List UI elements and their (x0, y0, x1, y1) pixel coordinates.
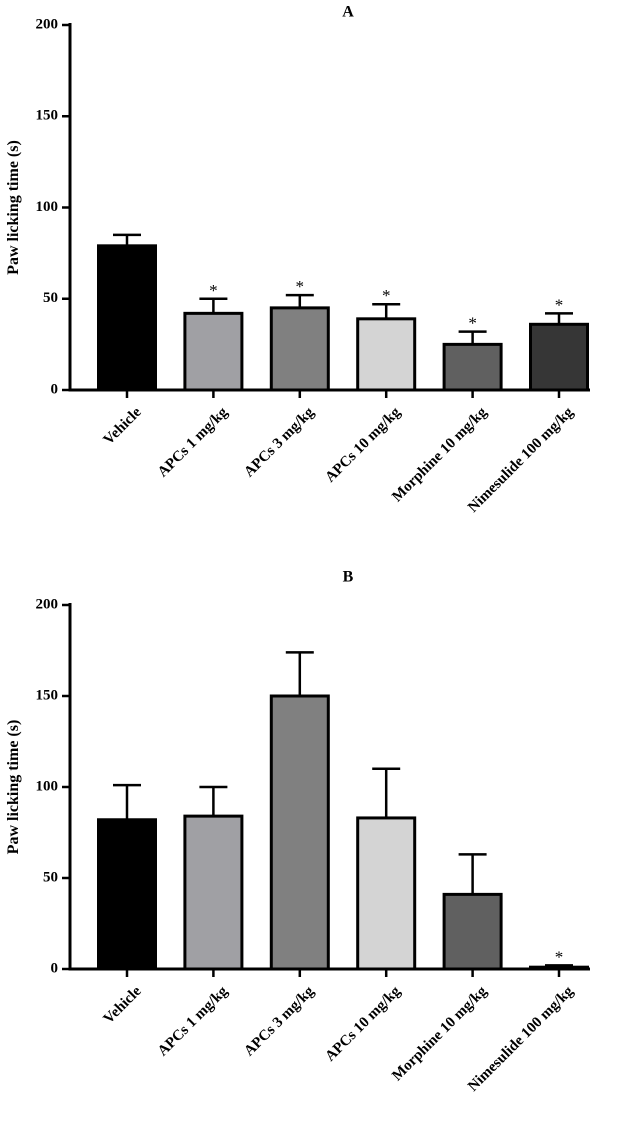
chart-title: B (343, 569, 354, 586)
x-category-label: Morphine 10 mg/kg (389, 404, 490, 505)
y-tick-label: 0 (51, 381, 59, 397)
y-tick-label: 0 (51, 960, 59, 976)
bar-6 (529, 965, 589, 971)
bar-3 (269, 694, 330, 971)
bar-6 (529, 322, 589, 392)
chart-title: A (342, 4, 354, 21)
y-tick-label: 150 (36, 108, 59, 124)
bar-2 (183, 311, 244, 392)
significance-marker: * (555, 947, 564, 966)
bar-5 (442, 342, 503, 392)
y-tick-label: 150 (36, 687, 59, 703)
significance-marker: * (468, 314, 477, 333)
x-category-label: Vehicle (101, 404, 145, 448)
significance-marker: * (555, 295, 564, 314)
bar-5 (442, 892, 503, 971)
significance-marker: * (209, 281, 218, 300)
y-tick-label: 100 (36, 778, 59, 794)
bar-1 (97, 818, 157, 971)
x-category-label: APCs 1 mg/kg (155, 983, 231, 1059)
x-category-label: APCs 3 mg/kg (241, 404, 317, 480)
x-category-label: APCs 10 mg/kg (322, 983, 404, 1065)
x-category-label: Morphine 10 mg/kg (389, 983, 490, 1084)
x-category-label: APCs 1 mg/kg (155, 404, 231, 480)
bar-3 (269, 306, 330, 392)
bar-4 (356, 816, 417, 971)
bar-1 (97, 244, 157, 392)
y-tick-label: 50 (43, 869, 58, 885)
significance-marker: * (296, 277, 305, 296)
y-axis-title: Paw licking time (s) (5, 720, 22, 855)
significance-marker: * (382, 286, 391, 305)
x-category-label: APCs 3 mg/kg (241, 983, 317, 1059)
chart-panel-b: B Paw licking time (s) 0 50 100 150 200 Vehicle… (5, 569, 590, 1095)
bar-2 (183, 814, 244, 971)
chart-panel-a: A Paw licking time (s) 0 50 100 150 200 Vehicle… (5, 4, 590, 516)
y-tick-label: 100 (36, 199, 59, 215)
y-axis-title: Paw licking time (s) (5, 140, 22, 275)
y-tick-label: 200 (36, 16, 59, 32)
x-category-label: APCs 10 mg/kg (322, 404, 404, 486)
x-category-label: Vehicle (101, 983, 145, 1027)
bar-4 (356, 317, 417, 392)
y-tick-label: 50 (43, 290, 58, 306)
y-tick-label: 200 (36, 596, 59, 612)
